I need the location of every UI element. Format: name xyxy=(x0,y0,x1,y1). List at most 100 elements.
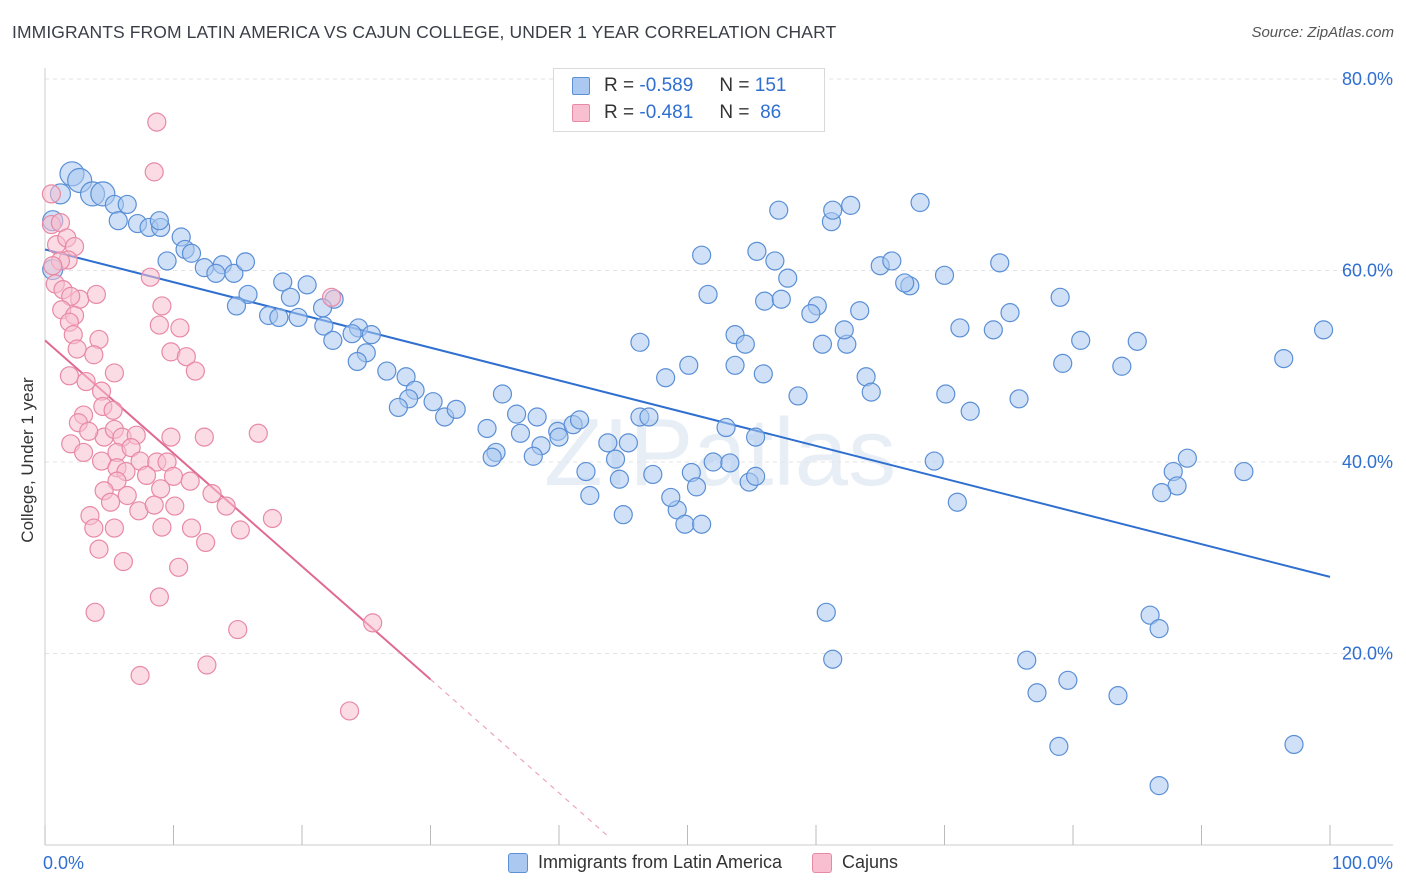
legend-n-label: N = xyxy=(719,75,750,96)
axes xyxy=(44,68,1393,846)
legend-label: Immigrants from Latin America xyxy=(537,852,783,872)
blue-point xyxy=(1071,330,1091,350)
pink-point xyxy=(180,471,200,491)
blue-point xyxy=(1149,619,1169,639)
blue-point xyxy=(1149,776,1169,796)
blue-point xyxy=(910,192,930,213)
pink-point xyxy=(61,286,81,306)
blue-point xyxy=(834,320,854,340)
pink-point xyxy=(321,287,342,307)
legend-swatch-blue xyxy=(507,852,528,873)
pink-point xyxy=(228,619,248,640)
blue-point xyxy=(288,307,308,328)
blue-point xyxy=(314,316,334,336)
blue-point xyxy=(527,407,547,427)
pink-point xyxy=(262,508,283,529)
pink-point xyxy=(121,438,141,458)
y-tick-label: 20.0% xyxy=(1342,644,1393,664)
blue-point xyxy=(569,410,590,430)
blue-point xyxy=(1108,686,1128,706)
blue-point xyxy=(1127,331,1147,351)
blue-point xyxy=(388,397,408,418)
series-legend: Immigrants from Latin America Cajuns xyxy=(0,852,1406,873)
legend-label: Cajuns xyxy=(842,852,899,872)
pink-point xyxy=(149,315,169,335)
blue-point xyxy=(765,251,785,271)
pink-point xyxy=(84,345,104,365)
blue-point xyxy=(720,453,740,473)
blue-point xyxy=(643,464,663,485)
blue-point xyxy=(1313,320,1334,340)
blue-point xyxy=(656,368,676,388)
blue-point xyxy=(549,427,569,447)
blue-point xyxy=(725,355,745,375)
legend-n-value: 86 xyxy=(760,102,782,123)
watermark: ZIPatlas xyxy=(544,399,896,506)
blue-point xyxy=(297,275,317,295)
blue-point xyxy=(823,649,843,669)
legend-item-cajuns[interactable]: Cajuns xyxy=(812,852,898,873)
blue-point xyxy=(482,447,502,467)
legend-row-immigrants: R = -0.589 N = 151 xyxy=(572,73,786,99)
legend-swatch-pink xyxy=(572,104,590,122)
pink-point xyxy=(170,318,190,338)
x-tick-label: 0.0% xyxy=(43,853,84,873)
blue-point xyxy=(580,485,600,506)
legend-item-immigrants[interactable]: Immigrants from Latin America xyxy=(507,852,783,873)
blue-point xyxy=(117,194,137,215)
blue-point xyxy=(108,211,128,231)
blue-point xyxy=(983,320,1003,340)
blue-point xyxy=(1009,389,1029,409)
pink-point xyxy=(196,532,216,553)
blue-point xyxy=(523,446,543,466)
pink-point xyxy=(104,518,124,538)
blue-point xyxy=(1017,650,1037,670)
tick-labels: 20.0% 40.0% 60.0% 80.0% 0.0% 100.0% xyxy=(43,69,1393,873)
blue-point xyxy=(181,243,202,263)
pink-point xyxy=(79,421,99,441)
source-label: Source: ZipAtlas.com xyxy=(1251,24,1394,41)
blue-point xyxy=(477,418,497,439)
blue-point xyxy=(630,332,650,352)
legend-n-value: 151 xyxy=(754,75,787,96)
blue-point xyxy=(661,487,681,508)
blue-trend-line xyxy=(44,248,1331,578)
blue-point xyxy=(238,284,258,305)
pink-point xyxy=(230,520,250,540)
stats-legend: R = -0.589 N = 151 R = -0.481 N = 86 xyxy=(553,68,825,132)
blue-point xyxy=(675,514,695,534)
blue-point xyxy=(446,399,466,419)
blue-point xyxy=(361,325,381,345)
pink-point xyxy=(76,371,96,392)
blue-point xyxy=(510,423,531,443)
pink-point xyxy=(248,423,268,443)
blue-point xyxy=(882,251,902,271)
pink-point xyxy=(67,339,87,359)
pink-point xyxy=(176,347,196,367)
blue-point xyxy=(273,272,293,292)
pink-point xyxy=(103,400,123,420)
pink-point xyxy=(113,551,133,572)
pink-point xyxy=(169,557,189,577)
blue-point xyxy=(746,427,766,447)
pink-point xyxy=(130,665,150,686)
pink-point xyxy=(152,296,172,316)
pink-point xyxy=(59,366,80,386)
blue-point xyxy=(823,200,843,220)
blue-point xyxy=(895,273,915,293)
blue-point xyxy=(639,407,659,427)
pink-point xyxy=(185,361,205,381)
legend-n-label: N = xyxy=(719,102,750,123)
pink-point xyxy=(216,496,236,516)
blue-point xyxy=(1274,348,1294,369)
blue-point xyxy=(618,433,638,453)
legend-swatch-pink xyxy=(812,852,833,873)
blue-point xyxy=(960,401,980,421)
blue-point xyxy=(506,404,527,424)
blue-point xyxy=(235,252,256,272)
blue-point xyxy=(850,301,870,321)
chart-title: IMMIGRANTS FROM LATIN AMERICA VS CAJUN C… xyxy=(12,22,837,42)
blue-point xyxy=(396,367,416,387)
blue-point xyxy=(788,386,808,406)
